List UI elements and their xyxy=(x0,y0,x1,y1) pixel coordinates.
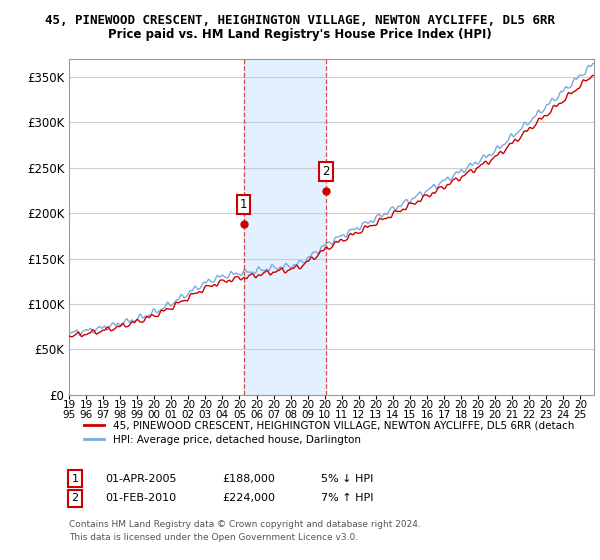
Text: 01-FEB-2010: 01-FEB-2010 xyxy=(105,493,176,503)
Bar xyxy=(244,59,326,395)
Text: Price paid vs. HM Land Registry's House Price Index (HPI): Price paid vs. HM Land Registry's House … xyxy=(108,28,492,41)
Text: This data is licensed under the Open Government Licence v3.0.: This data is licensed under the Open Gov… xyxy=(69,533,358,542)
Text: 2: 2 xyxy=(322,165,330,178)
Text: 1: 1 xyxy=(240,198,247,211)
Text: 45, PINEWOOD CRESCENT, HEIGHINGTON VILLAGE, NEWTON AYCLIFFE, DL5 6RR: 45, PINEWOOD CRESCENT, HEIGHINGTON VILLA… xyxy=(45,14,555,27)
Text: £188,000: £188,000 xyxy=(222,474,275,484)
Text: Contains HM Land Registry data © Crown copyright and database right 2024.: Contains HM Land Registry data © Crown c… xyxy=(69,520,421,529)
Text: 5% ↓ HPI: 5% ↓ HPI xyxy=(321,474,373,484)
Text: 2: 2 xyxy=(71,493,79,503)
Legend: 45, PINEWOOD CRESCENT, HEIGHINGTON VILLAGE, NEWTON AYCLIFFE, DL5 6RR (detach, HP: 45, PINEWOOD CRESCENT, HEIGHINGTON VILLA… xyxy=(79,416,578,449)
Text: £224,000: £224,000 xyxy=(222,493,275,503)
Text: 01-APR-2005: 01-APR-2005 xyxy=(105,474,176,484)
Text: 1: 1 xyxy=(71,474,79,484)
Text: 7% ↑ HPI: 7% ↑ HPI xyxy=(321,493,373,503)
